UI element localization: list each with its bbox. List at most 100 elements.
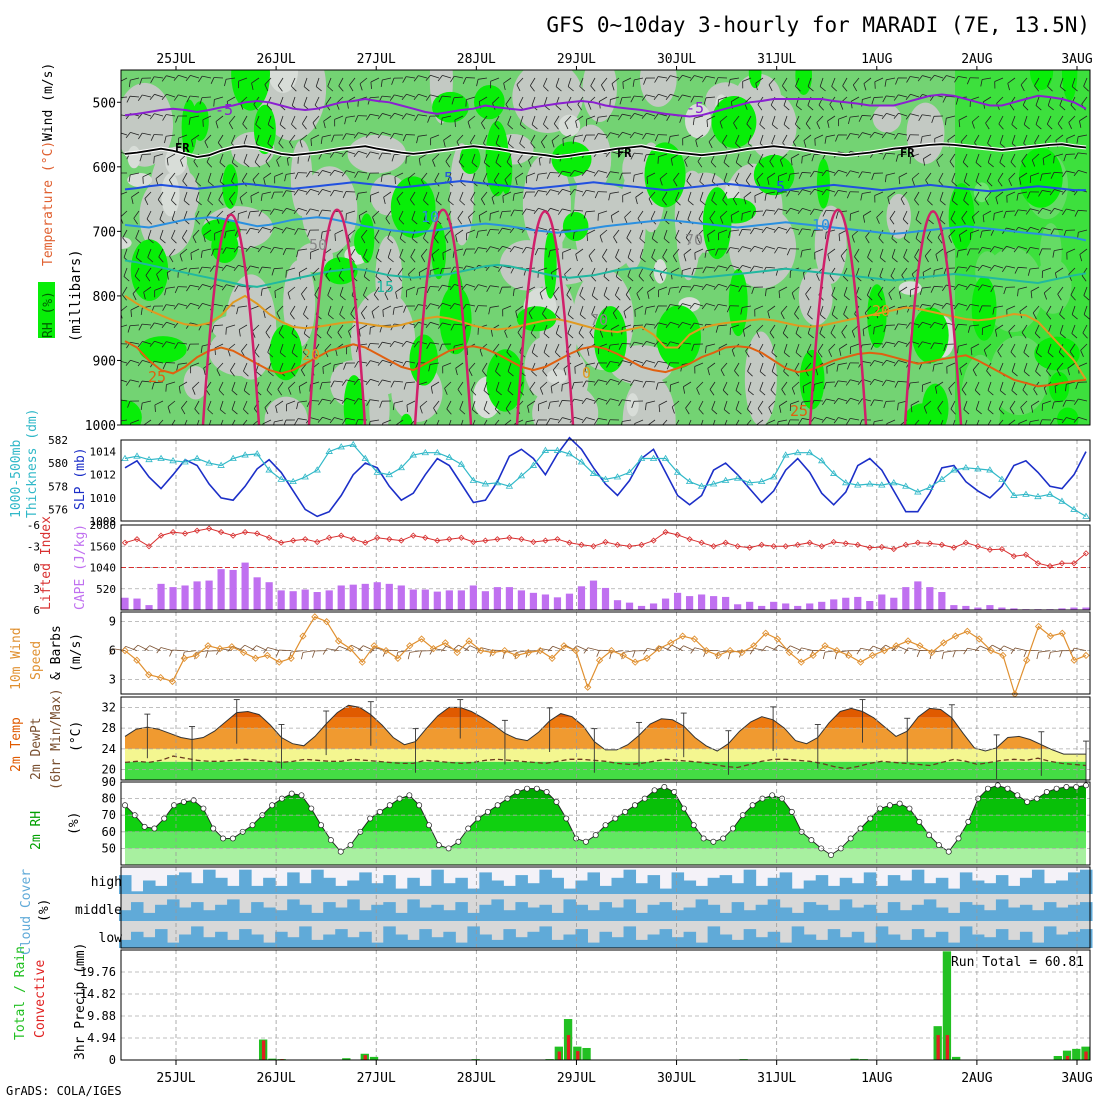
cape-bar [566, 594, 573, 610]
cape-bar [794, 606, 801, 610]
cloud-bar-high [191, 883, 204, 894]
cloud-bar-high [900, 881, 913, 895]
cape-bar [770, 602, 777, 610]
cape-bar [374, 582, 381, 610]
cloud-bar-middle [431, 905, 444, 921]
wind-barb [214, 77, 223, 78]
cape-tick-label: 1040 [90, 562, 117, 575]
temp2m-tick-label: 28 [102, 721, 116, 735]
wind-barb-feather [323, 367, 324, 374]
cloud-bar-middle [768, 899, 781, 921]
date-label-top: 27JUL [357, 52, 396, 67]
cloud-bar-high [311, 870, 324, 894]
cape-bar [902, 587, 909, 610]
rh2m-point [554, 799, 559, 804]
wind-barb-feather [301, 652, 303, 659]
cloud-bar-middle [359, 910, 372, 921]
rh2m-point [299, 793, 304, 798]
wind10m-label-3: & Barbs [49, 625, 64, 680]
cloud-bar-low [720, 935, 733, 949]
cape-bar [386, 584, 393, 610]
cloud-bar-high [996, 875, 1009, 894]
wind-barb-feather [927, 428, 931, 433]
rh2m-point [181, 799, 186, 804]
precip-tick-label: 0 [109, 1053, 116, 1067]
ua-ytick-label: 800 [93, 290, 116, 305]
cloud-bar-high [383, 875, 396, 894]
cloud-bar-low [960, 926, 973, 948]
precip-conv-bar [262, 1040, 265, 1060]
wind-barb-feather [275, 291, 276, 298]
rh2m-point [309, 806, 314, 811]
cloud-bar-low [527, 932, 540, 948]
cape-bar [806, 603, 813, 610]
wind-barb-feather [276, 650, 279, 656]
temp-band-warm [121, 718, 1090, 728]
cape-bar [638, 606, 645, 610]
cloud-bar-high [840, 878, 853, 894]
wind-barb-feather [119, 82, 120, 89]
cloud-bar-low [1068, 932, 1081, 948]
thickness-tick-label: 576 [48, 503, 68, 516]
cloud-bar-middle [780, 908, 793, 922]
cape-bar [722, 597, 729, 610]
cloud-bar-low [167, 943, 180, 948]
date-label-bottom: 28JUL [457, 1071, 496, 1086]
cloud-bar-low [948, 943, 961, 948]
cloud-bar-high [479, 872, 492, 894]
rh-light-blob [547, 369, 568, 384]
cloud-bar-low [924, 937, 937, 948]
cloud-bar-middle [888, 902, 901, 921]
cape-bar [266, 582, 273, 610]
cloud-bar-low [203, 937, 216, 948]
rh-bright-blob [231, 38, 270, 110]
wind-barb-feather [196, 429, 201, 434]
rh2m-point [809, 838, 814, 843]
rh2m-point [995, 783, 1000, 788]
wind-barb-feather [157, 427, 160, 433]
cape-bar [350, 585, 357, 610]
temp2m-unit: (°C) [69, 721, 84, 752]
cape-bar [926, 587, 933, 610]
temp-band-pale [121, 749, 1090, 762]
wind-barb-feather [170, 428, 174, 434]
cape-bar [121, 598, 128, 610]
cloud-bar-low [1056, 935, 1069, 949]
cape-bar [878, 594, 885, 610]
contour-label: 20 [872, 302, 890, 320]
cloud-bar-high [599, 886, 612, 894]
rh-gray-blob [873, 104, 902, 132]
wind-barb-feather [443, 253, 444, 260]
date-label-bottom: 27JUL [357, 1071, 396, 1086]
cloud-bar-low [624, 926, 637, 948]
date-label-bottom: 26JUL [257, 1071, 296, 1086]
cloud-bar-low [239, 929, 252, 948]
cape-bar [494, 587, 501, 610]
cloud-bar-middle [648, 905, 661, 921]
cloud-bar-middle [251, 902, 264, 921]
cloud-bar-low [972, 935, 985, 949]
rh2m-point [868, 816, 873, 821]
rh-gray-blob [623, 374, 676, 468]
rh2m-point [672, 789, 677, 794]
cape-bar [217, 569, 224, 610]
cape-bar [818, 602, 825, 610]
temp-band-mid [121, 728, 1090, 749]
temp2m-label-2: 2m DewPt [29, 717, 44, 780]
rh-light-blob [161, 173, 179, 216]
cloud-bar-middle [948, 913, 961, 921]
rh2m-point [1064, 784, 1069, 789]
wind-barb-feather [597, 650, 600, 656]
rh2m-tick-label: 90 [102, 775, 116, 789]
wind-barb-feather [953, 651, 955, 658]
cape-bar [230, 570, 237, 610]
rh2m-point [1044, 789, 1049, 794]
cape-bar [686, 596, 693, 610]
cloud-bar-high [287, 872, 300, 894]
rh2m-point [466, 826, 471, 831]
cloud-bar-low [503, 929, 516, 948]
cloud-level-low: low [99, 931, 123, 946]
cloud-bar-high [215, 878, 228, 894]
